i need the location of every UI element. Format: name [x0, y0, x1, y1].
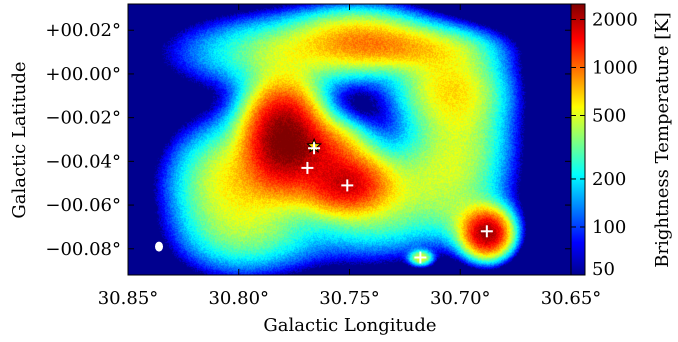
colorbar-tick-label: 50: [592, 259, 615, 280]
beam-layer: [155, 241, 164, 252]
colorbar-ticks: 2000 1000 500 200 100 50: [571, 9, 638, 280]
marker-layer: [301, 137, 493, 264]
source-cross-marker: [308, 142, 321, 155]
y-axis-title: Galactic Latitude: [9, 61, 30, 218]
heatmap-image: [128, 4, 571, 275]
x-axis-title: Galactic Longitude: [263, 315, 436, 336]
y-tick-label: +00.00°: [45, 64, 121, 85]
x-axis: 30.85° 30.80° 30.75° 30.70° 30.65°: [98, 4, 602, 309]
colorbar-frame: [570, 3, 586, 276]
source-cross-marker: [341, 179, 354, 192]
colorbar-tick-label: 500: [592, 105, 626, 126]
y-tick-label: −00.04°: [45, 151, 121, 172]
heatmap-area: [128, 4, 571, 275]
colorbar-tick-label: 2000: [592, 9, 638, 30]
source-cross-marker: [414, 251, 427, 264]
colorbar-tick-label: 100: [592, 217, 626, 238]
x-tick-label: 30.75°: [319, 288, 380, 309]
beam-ellipse: [155, 241, 164, 252]
colorbar-tick-label: 200: [592, 169, 626, 190]
x-tick-label: 30.80°: [208, 288, 269, 309]
y-tick-label: +00.02°: [45, 20, 121, 41]
source-cross-marker: [301, 161, 314, 174]
y-axis: +00.02° +00.00° −00.02° −00.04° −00.06° −00.0…: [45, 20, 571, 260]
y-tick-label: −00.08°: [45, 239, 121, 260]
colorbar-title: Brightness Temperature [K]: [652, 12, 673, 268]
colorbar-tick-label: 1000: [592, 57, 638, 78]
y-tick-label: −00.06°: [45, 195, 121, 216]
x-tick-label: 30.70°: [430, 288, 491, 309]
x-tick-label: 30.65°: [541, 288, 602, 309]
colorbar: 2000 1000 500 200 100 50 Brightness Temperatu…: [570, 3, 673, 280]
x-tick-label: 30.85°: [98, 288, 159, 309]
colorbar-gradient: [571, 4, 585, 275]
y-tick-label: −00.02°: [45, 108, 121, 129]
source-cross-marker: [480, 225, 493, 238]
